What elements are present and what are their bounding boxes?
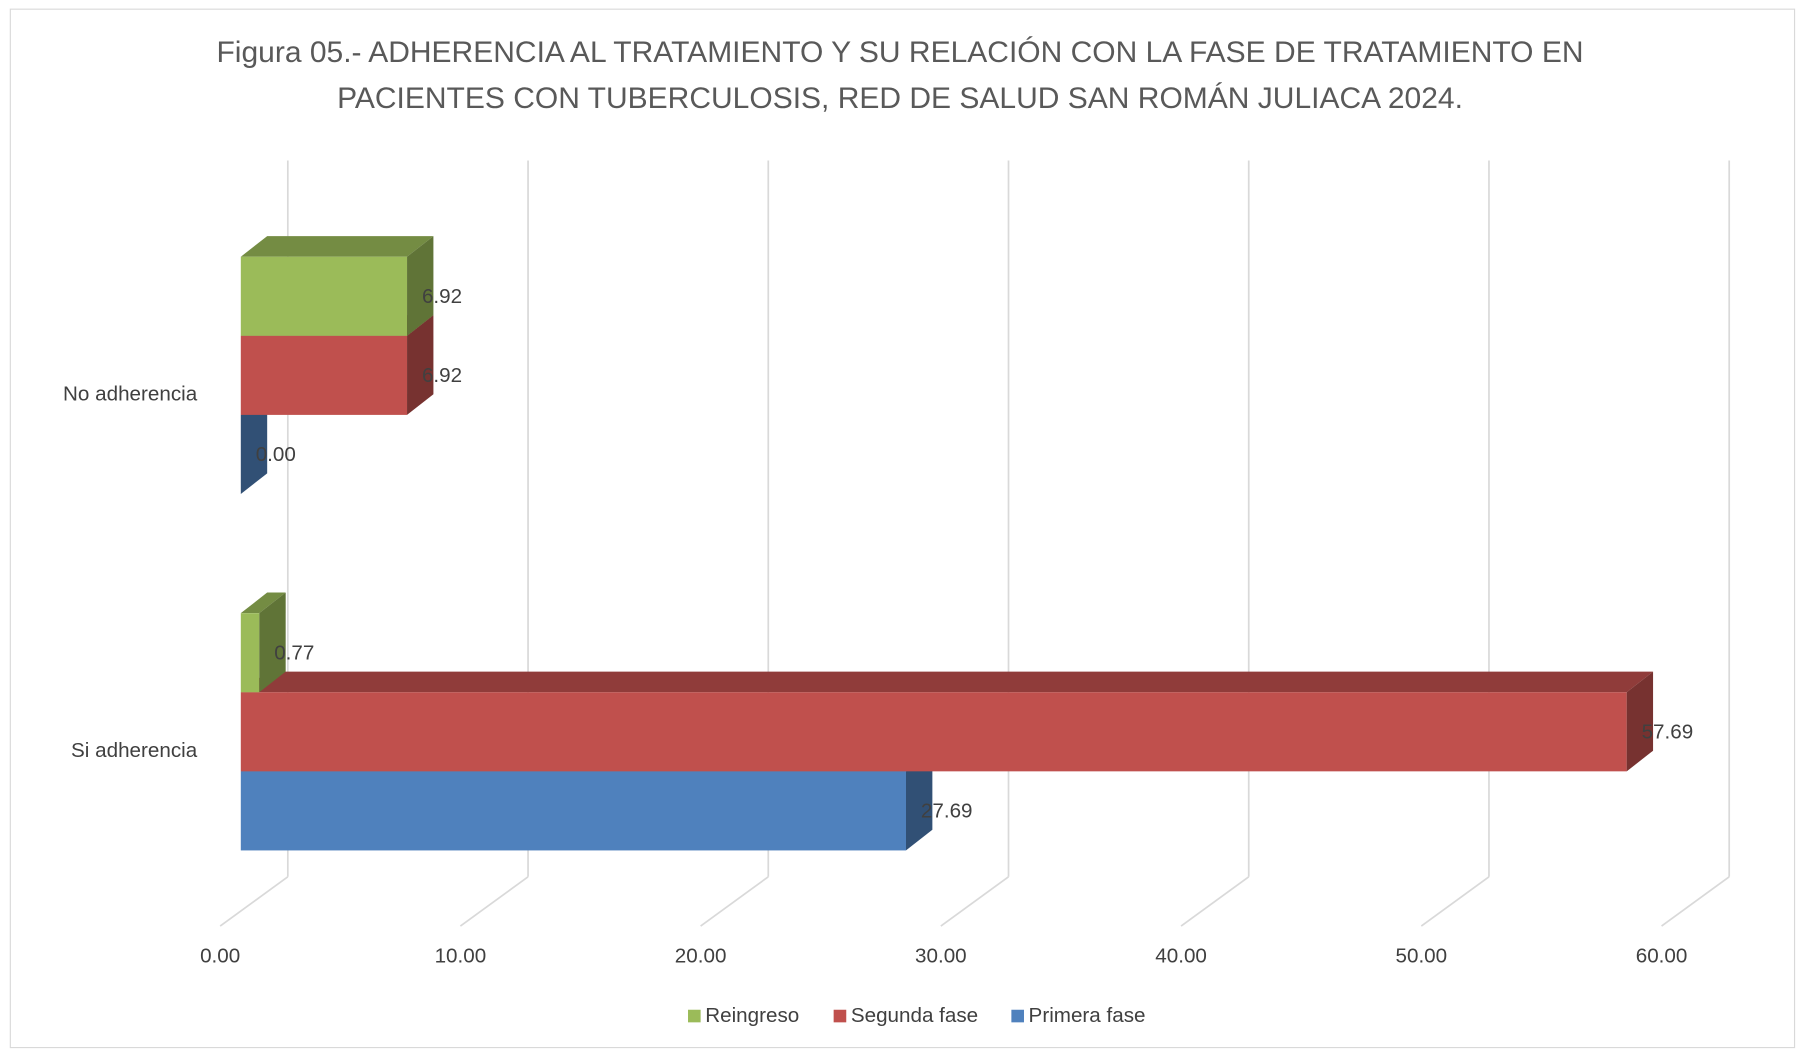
floor-line bbox=[700, 876, 769, 927]
data-label: 27.69 bbox=[921, 799, 973, 822]
floor-line bbox=[1661, 876, 1730, 927]
bar-top bbox=[240, 236, 434, 257]
legend-label: Primera fase bbox=[1029, 1004, 1146, 1027]
bar bbox=[240, 771, 907, 851]
bar bbox=[240, 692, 1627, 772]
bar-side bbox=[407, 315, 434, 415]
bar-side bbox=[240, 394, 268, 494]
floor-line bbox=[1180, 876, 1250, 927]
legend-swatch bbox=[833, 1009, 847, 1023]
legend-swatch bbox=[688, 1009, 701, 1023]
data-label: 6.92 bbox=[422, 364, 462, 387]
legend-label: Reingreso bbox=[705, 1004, 799, 1027]
x-tick-label: 40.00 bbox=[1155, 944, 1207, 967]
legend-swatch bbox=[1011, 1009, 1024, 1023]
bar bbox=[240, 256, 408, 336]
bar-side bbox=[259, 592, 286, 693]
y-tick-label: Si adherencia bbox=[71, 739, 198, 762]
x-tick-label: 0.00 bbox=[200, 944, 240, 967]
data-label: 6.92 bbox=[422, 285, 462, 308]
floor-line bbox=[1420, 876, 1490, 927]
chart-border bbox=[9, 8, 1796, 1049]
x-tick-label: 10.00 bbox=[435, 944, 487, 967]
bar-side bbox=[906, 750, 933, 851]
x-tick-label: 30.00 bbox=[915, 944, 967, 967]
bar-side bbox=[1626, 671, 1654, 772]
x-tick-label: 20.00 bbox=[675, 944, 727, 967]
bar bbox=[240, 335, 408, 415]
data-label: 0.77 bbox=[274, 641, 314, 664]
bar-top bbox=[240, 671, 1654, 693]
floor-line bbox=[219, 876, 289, 927]
x-tick-label: 60.00 bbox=[1636, 944, 1688, 967]
legend-label: Segunda fase bbox=[851, 1004, 978, 1027]
floor-line bbox=[940, 876, 1010, 927]
bar bbox=[240, 613, 260, 693]
x-tick-label: 50.00 bbox=[1395, 944, 1447, 967]
data-label: 0.00 bbox=[256, 443, 296, 466]
floor-line bbox=[459, 876, 529, 927]
bar-side bbox=[407, 236, 434, 336]
y-tick-label: No adherencia bbox=[63, 383, 198, 406]
bar-top bbox=[240, 592, 286, 614]
data-label: 57.69 bbox=[1642, 720, 1694, 743]
chart-title: Figura 05.- ADHERENCIA AL TRATAMIENTO Y … bbox=[216, 36, 1584, 115]
